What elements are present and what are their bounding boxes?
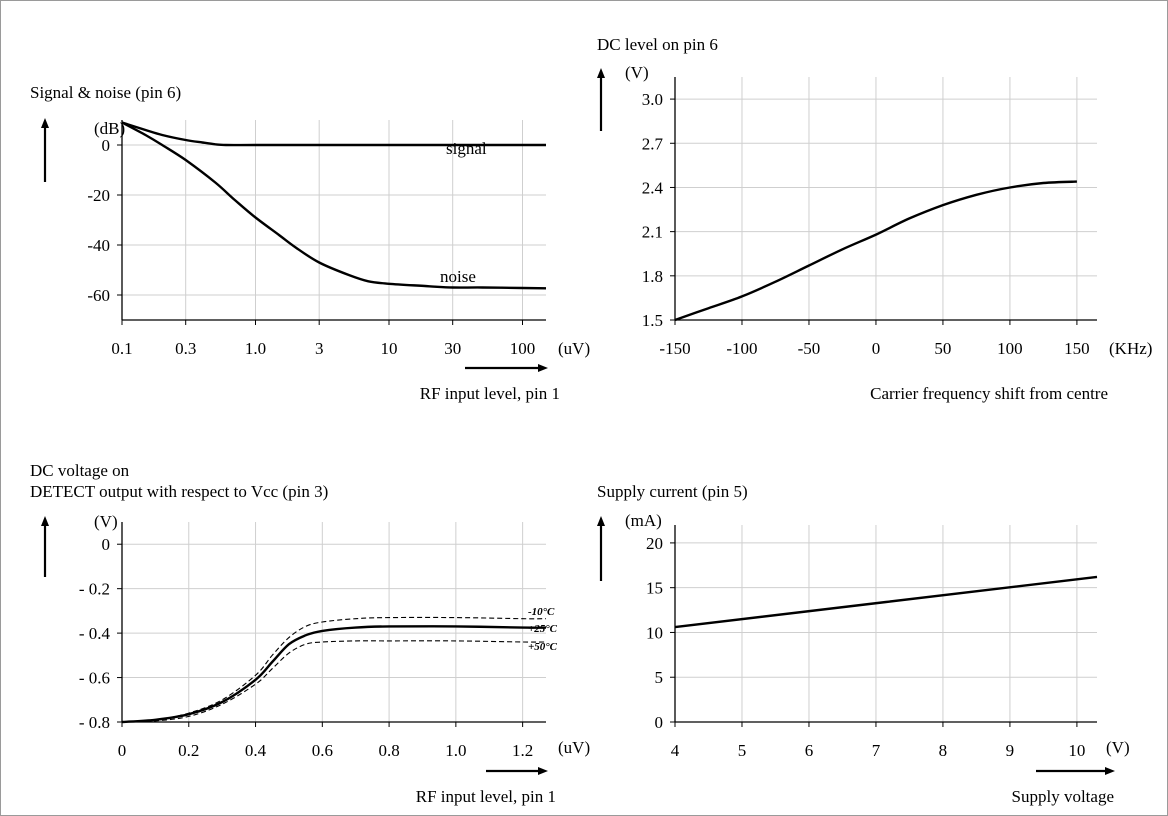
series-line--25-c xyxy=(121,625,547,724)
x-tick-label: 1.0 xyxy=(445,741,466,760)
y-direction-arrow-head xyxy=(597,68,605,78)
y-tick-label: -60 xyxy=(87,286,110,305)
y-tick-label: 1.8 xyxy=(642,267,663,286)
y-tick-label: 0 xyxy=(102,136,111,155)
x-axis-label: Supply voltage xyxy=(1012,787,1114,806)
chart-title: DC voltage on xyxy=(30,461,130,480)
series-line-1 xyxy=(674,180,1077,322)
x-tick-label: 150 xyxy=(1064,339,1090,358)
x-unit-label: (uV) xyxy=(558,738,590,757)
x-tick-label: -150 xyxy=(659,339,690,358)
x-tick-label: 30 xyxy=(444,339,461,358)
chart-panel-4: 4 5 6 7 8 9 10 0 5 10 15 20 Supply current (pin 5) (m… xyxy=(597,482,1130,806)
x-tick-label: 1.0 xyxy=(245,339,266,358)
series-line-signal xyxy=(121,121,546,147)
x-unit-label: (uV) xyxy=(558,339,590,358)
x-unit-label: (KHz) xyxy=(1109,339,1152,358)
chart-panel-1: 0.1 0.3 1.0 3 10 30 100 0 -20 -40 -60 Signal & nois… xyxy=(30,83,590,403)
x-axis-label: RF input level, pin 1 xyxy=(420,384,560,403)
x-axis-label: Carrier frequency shift from centre xyxy=(870,384,1108,403)
y-tick-label: -20 xyxy=(87,186,110,205)
x-unit-label: (V) xyxy=(1106,738,1130,757)
legend-label: +50°C xyxy=(528,641,558,653)
x-tick-label: 6 xyxy=(805,741,814,760)
x-tick-label: 0 xyxy=(872,339,881,358)
x-tick-label: 5 xyxy=(738,741,747,760)
chart-subtitle: DETECT output with respect to Vcc (pin 3… xyxy=(30,482,328,501)
x-tick-label: 8 xyxy=(939,741,948,760)
x-tick-label: 9 xyxy=(1006,741,1015,760)
x-tick-label: 50 xyxy=(934,339,951,358)
y-tick-label: 3.0 xyxy=(642,90,663,109)
y-tick-label: 0 xyxy=(655,713,664,732)
series-line-noise xyxy=(121,121,547,290)
series-label: signal xyxy=(446,139,487,158)
y-unit-label: (mA) xyxy=(625,511,662,530)
y-direction-arrow-head xyxy=(597,516,605,526)
y-tick-label: 0 xyxy=(102,535,111,554)
x-tick-label: -50 xyxy=(798,339,821,358)
y-tick-label: - 0.2 xyxy=(79,580,110,599)
series-line-1 xyxy=(674,575,1098,629)
x-tick-label: -100 xyxy=(726,339,757,358)
legend-label: -10°C xyxy=(528,606,555,618)
y-tick-label: 15 xyxy=(646,579,663,598)
y-tick-label: 1.5 xyxy=(642,311,663,330)
x-tick-label: 10 xyxy=(380,339,397,358)
x-tick-label: 4 xyxy=(671,741,680,760)
x-axis-label: RF input level, pin 1 xyxy=(416,787,556,806)
y-direction-arrow-head xyxy=(41,516,49,526)
chart-title: Supply current (pin 5) xyxy=(597,482,748,501)
x-tick-label: 0.3 xyxy=(175,339,196,358)
x-direction-arrow-head xyxy=(538,767,548,775)
x-tick-label: 100 xyxy=(997,339,1023,358)
y-tick-label: 2.7 xyxy=(642,134,664,153)
chart-title: Signal & noise (pin 6) xyxy=(30,83,181,102)
y-tick-label: -40 xyxy=(87,236,110,255)
x-tick-label: 0.1 xyxy=(111,339,132,358)
x-tick-label: 0 xyxy=(118,741,127,760)
legend-label: +25°C xyxy=(528,623,558,635)
y-tick-label: 10 xyxy=(646,623,663,642)
series-line--50-c xyxy=(121,640,547,723)
x-tick-label: 0.8 xyxy=(378,741,399,760)
chart-panel-3: 0 0.2 0.4 0.6 0.8 1.0 1.2 0 - 0.2 - 0.4 - 0.6 - 0.8… xyxy=(30,461,590,806)
y-tick-label: - 0.4 xyxy=(79,624,111,643)
y-tick-label: 2.4 xyxy=(642,178,664,197)
x-tick-label: 7 xyxy=(872,741,881,760)
y-unit-label: (V) xyxy=(94,512,118,531)
x-tick-label: 100 xyxy=(510,339,536,358)
y-tick-label: - 0.6 xyxy=(79,669,110,688)
series-line--10-c xyxy=(121,616,547,723)
y-direction-arrow-head xyxy=(41,118,49,128)
y-tick-label: 2.1 xyxy=(642,223,663,242)
y-tick-label: 5 xyxy=(655,668,664,687)
y-tick-label: - 0.8 xyxy=(79,713,110,732)
x-tick-label: 0.2 xyxy=(178,741,199,760)
y-tick-label: 20 xyxy=(646,534,663,553)
series-label: noise xyxy=(440,267,476,286)
x-direction-arrow-head xyxy=(1105,767,1115,775)
chart-panel-2: -150 -100 -50 0 50 100 150 1.5 1.8 2.1 2.4 2.7 3.0 DC… xyxy=(597,35,1152,403)
x-tick-label: 10 xyxy=(1068,741,1085,760)
x-direction-arrow-head xyxy=(538,364,548,372)
x-tick-label: 3 xyxy=(315,339,324,358)
y-unit-label: (dB) xyxy=(94,119,125,138)
y-unit-label: (V) xyxy=(625,63,649,82)
x-tick-label: 1.2 xyxy=(512,741,533,760)
x-tick-label: 0.4 xyxy=(245,741,267,760)
chart-title: DC level on pin 6 xyxy=(597,35,718,54)
x-tick-label: 0.6 xyxy=(312,741,333,760)
